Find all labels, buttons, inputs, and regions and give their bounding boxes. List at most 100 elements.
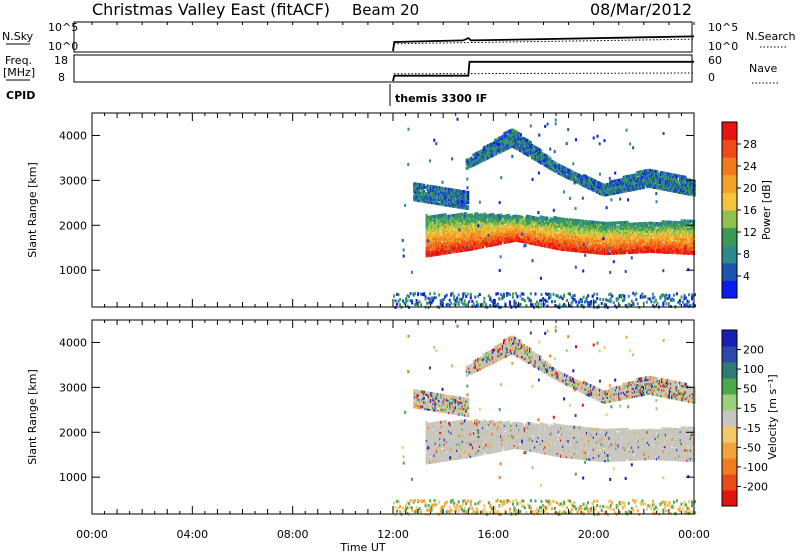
echo-cell (452, 218, 455, 221)
echo-cell (518, 227, 521, 231)
echo-cell (544, 158, 547, 162)
echo-cell (644, 232, 647, 235)
echo-cell (500, 215, 503, 219)
echo-cell (426, 215, 429, 219)
echo-cell (436, 250, 439, 254)
echo-cell (559, 235, 562, 239)
echo-cell (579, 180, 582, 184)
echo-cell (548, 239, 551, 243)
echo-cell (587, 234, 589, 238)
echo-cell (522, 218, 525, 221)
echo-cell (456, 241, 459, 245)
echo-cell (585, 179, 588, 183)
echo-cell (436, 230, 439, 234)
echo-cell (609, 229, 612, 233)
echo-cell (503, 216, 506, 220)
echo-cell (538, 231, 541, 235)
echo-cell (443, 245, 446, 249)
echo-cell (469, 223, 472, 227)
echo-cell (689, 180, 692, 184)
echo-cell (531, 240, 534, 244)
echo-cell (504, 232, 507, 236)
echo-cell (456, 239, 459, 243)
echo-cell (666, 184, 669, 188)
freq-label-2: [MHz] (3, 66, 35, 79)
echo-cell (657, 238, 659, 242)
echo-cell (646, 244, 649, 247)
echo-cell (587, 186, 590, 190)
echo-cell (480, 159, 483, 163)
echo-cell (546, 218, 549, 222)
echo-cell (591, 178, 593, 181)
echo-cell (436, 228, 439, 232)
echo-cell (450, 214, 453, 218)
echo-cell (512, 215, 515, 218)
echo-cell (444, 193, 447, 197)
echo-cell (527, 231, 530, 235)
echo-cell (418, 197, 421, 201)
echo-cell (533, 149, 536, 153)
echo-cell (579, 176, 582, 180)
echo-cell (643, 230, 646, 234)
echo-cell (637, 240, 640, 244)
echo-cell (653, 173, 656, 177)
echo-cell (474, 218, 477, 222)
echo-cell (534, 156, 537, 160)
echo-cell (583, 238, 586, 241)
echo-cell (500, 237, 503, 241)
echo-cell (501, 229, 504, 233)
echo-cell (499, 237, 501, 241)
echo-cell (495, 218, 498, 222)
echo-cell (689, 184, 692, 188)
echo-cell (684, 188, 687, 191)
echo-cell (439, 248, 442, 252)
echo-cell (469, 217, 472, 221)
echo-cell (622, 237, 624, 241)
echo-cell (496, 214, 499, 218)
echo-cell (446, 187, 449, 191)
echo-cell (660, 232, 663, 236)
echo-cell (681, 247, 684, 251)
echo-cell (489, 213, 492, 217)
echo-cell (631, 188, 634, 192)
echo-cell (442, 233, 445, 237)
echo-cell (673, 235, 676, 238)
echo-cell (585, 175, 588, 179)
echo-cell (512, 128, 514, 132)
echo-cell (460, 243, 463, 247)
echo-cell (440, 230, 443, 233)
echo-cell (567, 246, 570, 250)
echo-cell (684, 241, 687, 245)
freq-label-1: Freq. (5, 54, 32, 67)
echo-cell (526, 240, 529, 244)
echo-cell (618, 239, 621, 243)
echo-cell (684, 219, 687, 223)
echo-cell (475, 153, 478, 157)
echo-cell (482, 239, 484, 243)
echo-cell (638, 228, 641, 232)
echo-cell (627, 228, 630, 232)
echo-cell (422, 189, 425, 193)
echo-cell (662, 242, 665, 246)
echo-cell (456, 213, 459, 217)
echo-cell (532, 222, 535, 226)
echo-cell (688, 247, 691, 251)
echo-cell (608, 221, 611, 225)
echo-cell (497, 228, 500, 232)
echo-cell (530, 149, 533, 153)
echo-cell (473, 233, 475, 236)
echo-cell (432, 193, 435, 197)
echo-cell (606, 193, 609, 196)
echo-cell (640, 248, 643, 252)
echo-cell (470, 213, 473, 217)
echo-cell (436, 240, 439, 244)
echo-cell (428, 186, 431, 190)
echo-cell (479, 154, 482, 158)
echo-cell (484, 240, 487, 244)
echo-cell (543, 153, 546, 157)
echo-cell (630, 174, 633, 178)
echo-cell (469, 219, 472, 223)
echo-cell (507, 142, 510, 146)
echo-cell (621, 184, 624, 188)
echo-cell (488, 242, 491, 245)
